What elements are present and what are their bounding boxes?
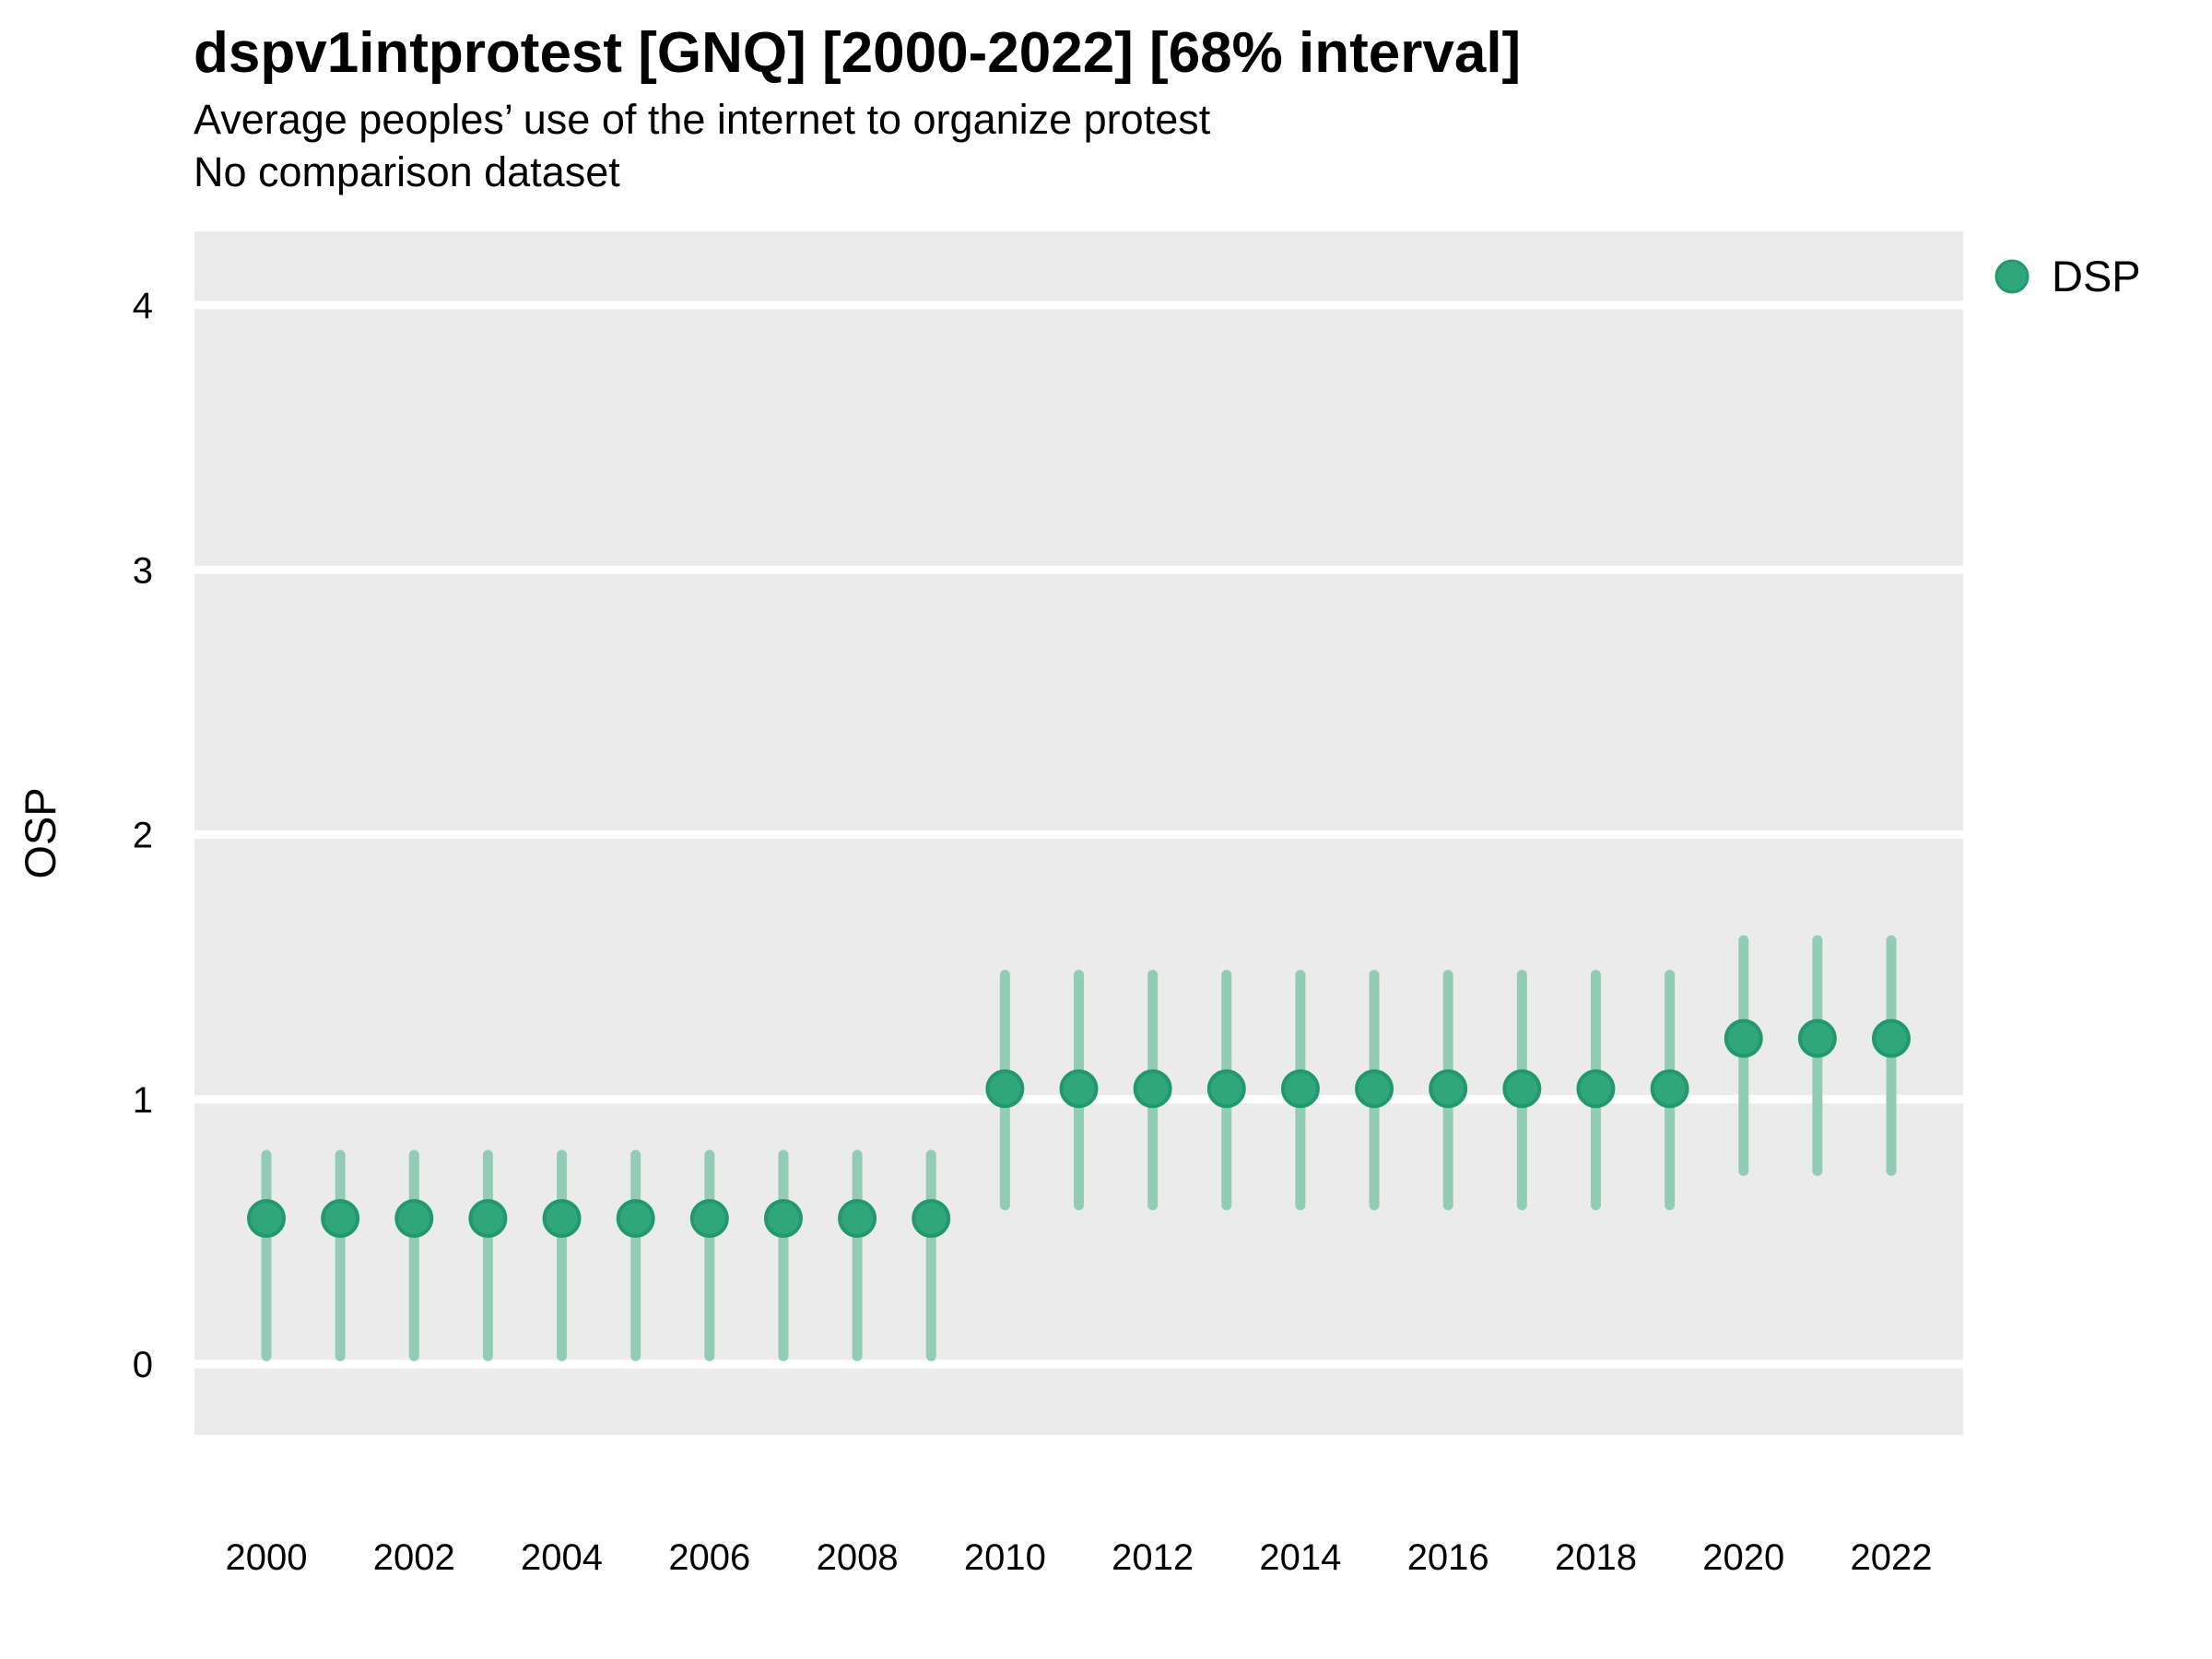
chart-subtitle: Average peoples’ use of the internet to …: [194, 96, 1211, 143]
estimate-point-2015: [1355, 1069, 1394, 1109]
estimate-point-2002: [394, 1199, 434, 1239]
estimate-point-2012: [1133, 1069, 1172, 1109]
estimate-point-2008: [838, 1199, 877, 1239]
estimate-point-2018: [1576, 1069, 1616, 1109]
estimate-point-2016: [1429, 1069, 1468, 1109]
legend-swatch: [1994, 259, 2030, 294]
y-tick-label: 4: [133, 286, 153, 326]
estimate-point-2000: [247, 1199, 286, 1239]
x-tick-label: 2010: [964, 1537, 1046, 1578]
x-tick-label: 2022: [1851, 1537, 1933, 1578]
y-tick-label: 2: [133, 816, 153, 856]
y-tick-label: 3: [133, 550, 153, 591]
x-tick-label: 2006: [668, 1537, 750, 1578]
estimate-point-2011: [1059, 1069, 1099, 1109]
x-tick-label: 2008: [817, 1537, 899, 1578]
legend-label: DSP: [2052, 252, 2141, 300]
estimate-point-2004: [542, 1199, 582, 1239]
estimate-point-2022: [1872, 1018, 1911, 1058]
estimate-point-2005: [616, 1199, 655, 1239]
estimate-point-2013: [1206, 1069, 1246, 1109]
estimate-point-2010: [985, 1069, 1025, 1109]
estimate-point-2003: [468, 1199, 508, 1239]
x-tick-label: 2020: [1702, 1537, 1784, 1578]
x-tick-label: 2004: [521, 1537, 603, 1578]
y-tick-label: 1: [133, 1080, 153, 1121]
y-tick-label: 0: [133, 1345, 153, 1385]
estimate-point-2021: [1797, 1018, 1837, 1058]
estimate-point-2001: [321, 1199, 360, 1239]
estimate-point-2014: [1280, 1069, 1320, 1109]
chart-note: No comparison dataset: [194, 148, 620, 195]
estimate-point-2007: [763, 1199, 803, 1239]
x-tick-label: 2000: [226, 1537, 308, 1578]
estimate-point-2020: [1724, 1018, 1763, 1058]
estimate-point-2019: [1650, 1069, 1689, 1109]
x-tick-label: 2016: [1407, 1537, 1489, 1578]
estimate-point-2017: [1502, 1069, 1542, 1109]
y-axis-title: OSP: [16, 787, 65, 878]
x-tick-label: 2014: [1259, 1537, 1341, 1578]
x-tick-label: 2018: [1555, 1537, 1637, 1578]
estimate-point-2009: [912, 1199, 951, 1239]
estimate-point-2006: [689, 1199, 729, 1239]
x-tick-label: 2012: [1112, 1537, 1194, 1578]
x-tick-label: 2002: [373, 1537, 455, 1578]
chart-title: dspv1intprotest [GNQ] [2000-2022] [68% i…: [194, 21, 1522, 85]
